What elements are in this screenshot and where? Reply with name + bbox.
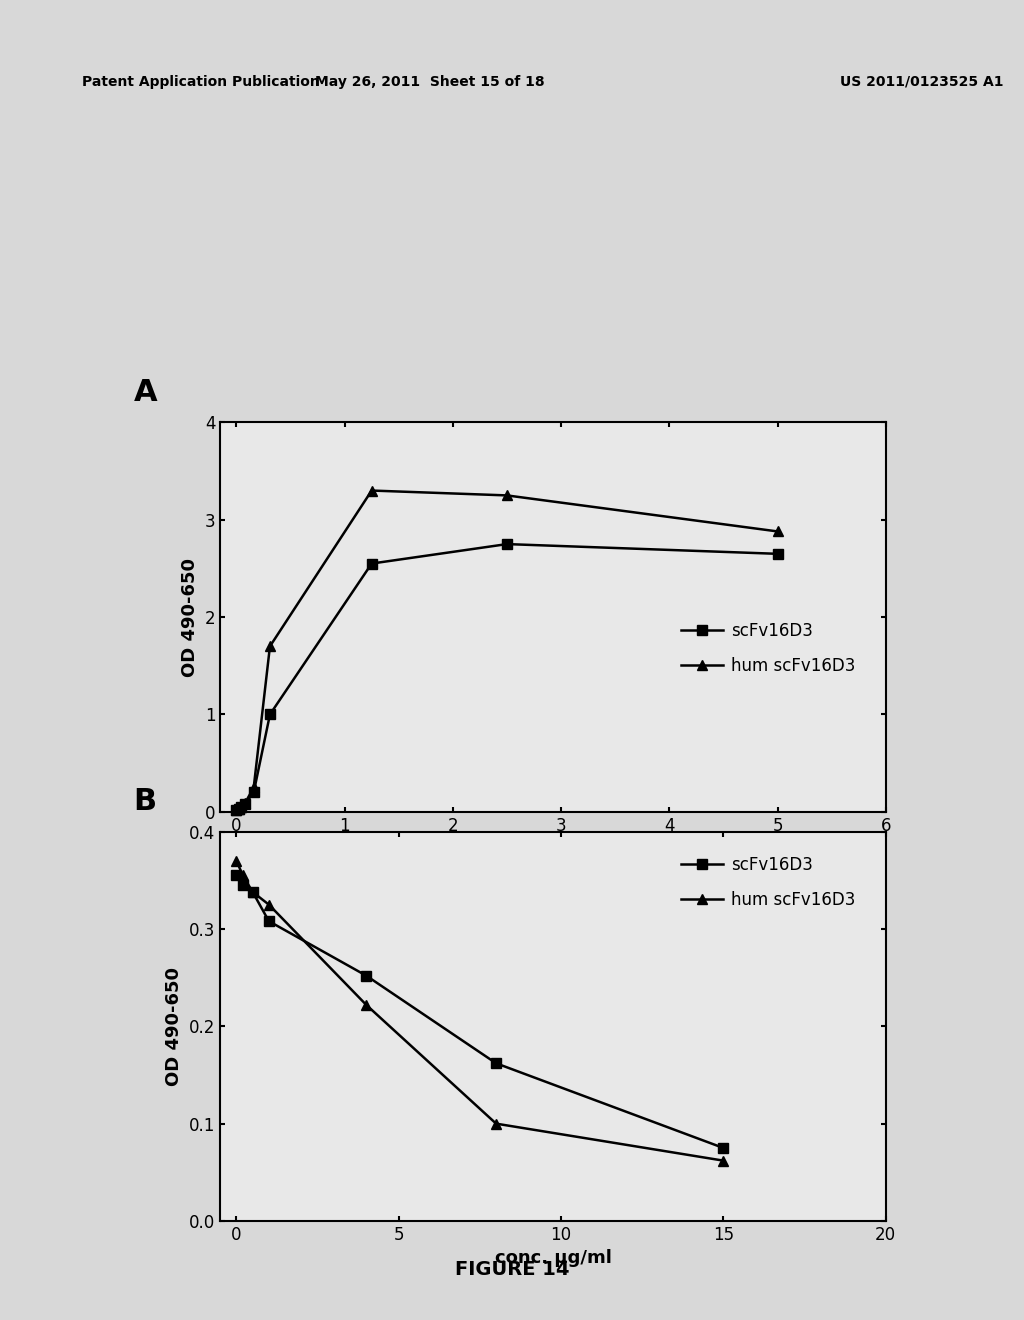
X-axis label: conc. μg/ml: conc. μg/ml	[495, 1250, 611, 1267]
hum scFv16D3	[247, 884, 259, 900]
hum scFv16D3	[263, 896, 275, 912]
hum scFv16D3	[239, 795, 251, 810]
hum scFv16D3	[264, 639, 276, 655]
scFv16D3	[232, 801, 245, 817]
Y-axis label: OD 490-650: OD 490-650	[165, 966, 183, 1086]
scFv16D3	[263, 913, 275, 929]
hum scFv16D3	[248, 780, 260, 796]
scFv16D3	[366, 556, 378, 572]
hum scFv16D3	[771, 524, 783, 540]
X-axis label: conc. μg/ml: conc. μg/ml	[495, 841, 611, 858]
Text: May 26, 2011  Sheet 15 of 18: May 26, 2011 Sheet 15 of 18	[315, 75, 545, 88]
Text: US 2011/0123525 A1: US 2011/0123525 A1	[840, 75, 1004, 88]
hum scFv16D3	[232, 801, 245, 817]
hum scFv16D3	[230, 853, 243, 869]
Line: scFv16D3: scFv16D3	[231, 540, 782, 814]
Y-axis label: OD 490-650: OD 490-650	[181, 557, 199, 677]
scFv16D3	[501, 536, 513, 552]
hum scFv16D3	[234, 799, 247, 814]
Line: scFv16D3: scFv16D3	[231, 871, 728, 1152]
hum scFv16D3	[490, 1115, 503, 1131]
scFv16D3	[230, 867, 243, 883]
scFv16D3	[239, 796, 251, 812]
scFv16D3	[248, 784, 260, 800]
scFv16D3	[237, 878, 249, 894]
Legend: scFv16D3, hum scFv16D3: scFv16D3, hum scFv16D3	[673, 847, 864, 917]
scFv16D3	[360, 968, 373, 983]
scFv16D3	[490, 1056, 503, 1072]
hum scFv16D3	[237, 867, 249, 883]
hum scFv16D3	[230, 803, 243, 818]
scFv16D3	[717, 1140, 729, 1156]
Legend: scFv16D3, hum scFv16D3: scFv16D3, hum scFv16D3	[673, 614, 864, 682]
scFv16D3	[230, 803, 243, 818]
Line: hum scFv16D3: hum scFv16D3	[231, 855, 728, 1166]
scFv16D3	[234, 799, 247, 814]
hum scFv16D3	[501, 487, 513, 503]
hum scFv16D3	[366, 483, 378, 499]
scFv16D3	[264, 706, 276, 722]
Text: Patent Application Publication: Patent Application Publication	[82, 75, 319, 88]
hum scFv16D3	[717, 1152, 729, 1168]
scFv16D3	[771, 546, 783, 562]
hum scFv16D3	[360, 997, 373, 1012]
Text: B: B	[133, 787, 157, 816]
Line: hum scFv16D3: hum scFv16D3	[231, 486, 782, 814]
scFv16D3	[247, 884, 259, 900]
Text: A: A	[133, 378, 158, 407]
Text: FIGURE 14: FIGURE 14	[455, 1261, 569, 1279]
